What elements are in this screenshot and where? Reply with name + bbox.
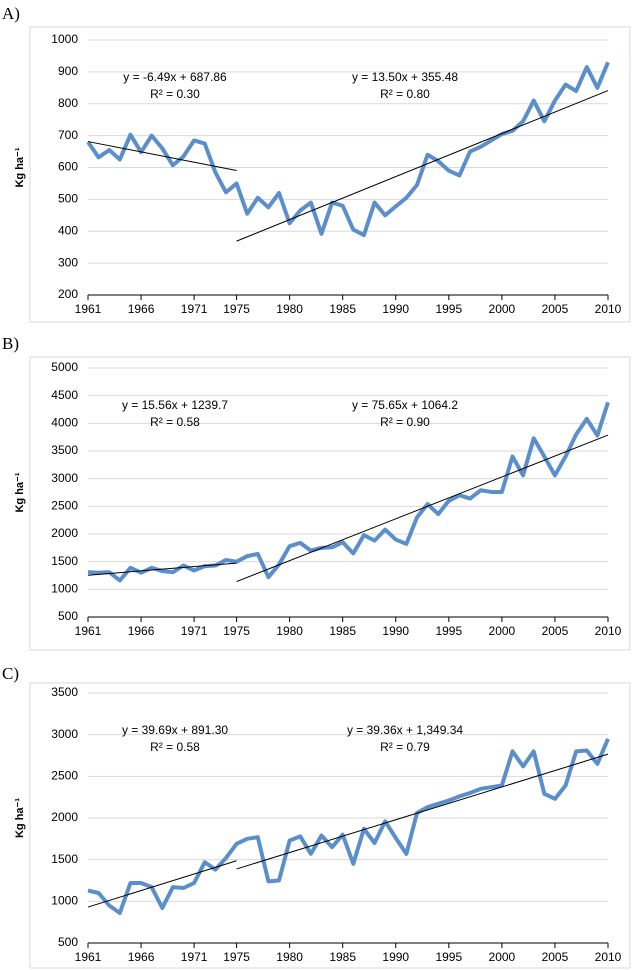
- x-tick-label: 1961: [75, 624, 102, 638]
- x-tick-label: 2010: [595, 624, 622, 638]
- x-tick-label: 1985: [329, 302, 356, 316]
- trend-equation: y = 75.65x + 1064.2: [352, 398, 458, 412]
- y-tick-label: 700: [58, 128, 78, 142]
- x-tick-label: 1966: [128, 950, 155, 964]
- panel-label: B): [2, 334, 19, 353]
- chart-frame: [29, 356, 631, 651]
- x-tick-label: 1971: [181, 950, 208, 964]
- y-tick-label: 2000: [51, 810, 78, 824]
- chart-frame: [29, 682, 631, 969]
- y-tick-label: 200: [58, 287, 78, 301]
- y-axis-label: Kg ha⁻¹: [14, 472, 26, 512]
- x-tick-label: 1985: [329, 624, 356, 638]
- x-tick-label: 1961: [75, 950, 102, 964]
- y-tick-label: 800: [58, 96, 78, 110]
- y-tick-label: 1500: [51, 554, 78, 568]
- x-tick-label: 1990: [382, 950, 409, 964]
- trend-equation: y = 39.69x + 891.30: [122, 723, 228, 737]
- y-tick-label: 3000: [51, 727, 78, 741]
- y-tick-label: 4500: [51, 388, 78, 402]
- chart-frame: [29, 26, 631, 323]
- y-tick-label: 500: [58, 935, 78, 949]
- trend-r-squared: R² = 0.79: [380, 740, 430, 754]
- x-tick-label: 1995: [435, 950, 462, 964]
- data-line: [87, 738, 610, 915]
- x-tick-label: 1990: [382, 624, 409, 638]
- y-tick-label: 400: [58, 223, 78, 237]
- trend-equation: y = 15.56x + 1239.7: [122, 398, 228, 412]
- y-tick-label: 900: [58, 64, 78, 78]
- trend-r-squared: R² = 0.58: [150, 740, 200, 754]
- trend-line: [87, 860, 237, 908]
- trend-r-squared: R² = 0.90: [380, 415, 430, 429]
- y-tick-label: 1500: [51, 852, 78, 866]
- x-tick-label: 1995: [435, 302, 462, 316]
- x-tick-label: 1971: [181, 624, 208, 638]
- trend-line: [87, 141, 237, 172]
- trend-r-squared: R² = 0.58: [150, 415, 200, 429]
- y-tick-label: 3500: [51, 685, 78, 699]
- y-tick-label: 2500: [51, 499, 78, 513]
- x-tick-label: 1975: [223, 302, 250, 316]
- x-tick-label: 2000: [489, 302, 516, 316]
- data-line: [87, 401, 610, 583]
- x-tick-label: 2000: [489, 624, 516, 638]
- y-axis-label: Kg ha⁻¹: [14, 798, 26, 838]
- y-tick-label: 500: [58, 609, 78, 623]
- trend-line: [236, 434, 609, 583]
- y-tick-label: 1000: [51, 582, 78, 596]
- trend-equation: y = 13.50x + 355.48: [352, 70, 458, 84]
- x-tick-label: 1966: [128, 302, 155, 316]
- x-tick-label: 1980: [276, 624, 303, 638]
- trend-r-squared: R² = 0.80: [380, 87, 430, 101]
- y-tick-label: 2000: [51, 526, 78, 540]
- trend-equation: y = 39.36x + 1,349.34: [347, 723, 463, 737]
- x-tick-label: 2010: [595, 302, 622, 316]
- x-tick-label: 2010: [595, 950, 622, 964]
- x-tick-label: 1961: [75, 302, 102, 316]
- y-tick-label: 3000: [51, 471, 78, 485]
- x-tick-label: 1980: [276, 302, 303, 316]
- x-tick-label: 1990: [382, 302, 409, 316]
- x-tick-label: 1966: [128, 624, 155, 638]
- trend-line: [236, 90, 609, 242]
- x-tick-label: 1980: [276, 950, 303, 964]
- panel-label: C): [2, 664, 19, 683]
- trend-line: [236, 753, 609, 870]
- x-tick-label: 2005: [542, 624, 569, 638]
- x-tick-label: 2000: [489, 950, 516, 964]
- x-tick-label: 1975: [223, 950, 250, 964]
- y-tick-label: 600: [58, 160, 78, 174]
- y-tick-label: 5000: [51, 360, 78, 374]
- trend-equation: y = -6.49x + 687.86: [123, 70, 227, 84]
- y-tick-label: 300: [58, 255, 78, 269]
- y-tick-label: 2500: [51, 769, 78, 783]
- x-tick-label: 2005: [542, 302, 569, 316]
- data-line: [86, 61, 610, 238]
- y-tick-label: 1000: [51, 894, 78, 908]
- x-tick-label: 1985: [329, 950, 356, 964]
- x-tick-label: 1995: [435, 624, 462, 638]
- x-tick-label: 1975: [223, 624, 250, 638]
- y-tick-label: 4000: [51, 416, 78, 430]
- y-tick-label: 500: [58, 192, 78, 206]
- y-axis-label: Kg ha⁻¹: [14, 147, 26, 187]
- y-tick-label: 3500: [51, 443, 78, 457]
- panel-label: A): [2, 4, 20, 23]
- x-tick-label: 2005: [542, 950, 569, 964]
- y-tick-label: 1000: [51, 32, 78, 46]
- trend-r-squared: R² = 0.30: [150, 87, 200, 101]
- x-tick-label: 1971: [181, 302, 208, 316]
- trend-line: [87, 562, 237, 576]
